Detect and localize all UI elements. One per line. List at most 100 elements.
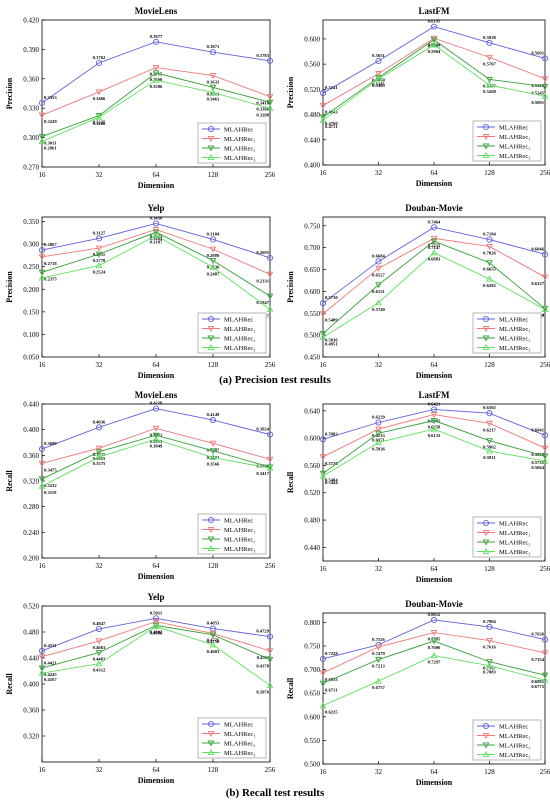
series-line-2	[322, 240, 546, 334]
y-tick-label: 0.650	[304, 690, 320, 698]
data-point	[430, 616, 438, 624]
data-point	[266, 104, 274, 111]
data-label: 0.3417	[256, 471, 269, 476]
data-point	[541, 305, 549, 312]
x-axis-label: Dimension	[416, 575, 453, 584]
data-point	[266, 271, 274, 278]
data-point	[486, 39, 493, 46]
data-point	[209, 246, 217, 253]
x-tick-label: 64	[431, 565, 439, 573]
data-label: 0.7479	[372, 651, 385, 656]
x-tick-label: 32	[375, 361, 383, 369]
legend-marker	[482, 750, 490, 758]
x-axis-label: Dimension	[416, 778, 453, 787]
y-tick-label: 0.400	[23, 426, 39, 434]
data-label: 0.2889	[207, 253, 220, 258]
chart-7: Douban-Movie 16 32 64 128 256 Dimension 0.500 0.…	[286, 599, 550, 787]
data-point	[209, 641, 217, 648]
data-point	[319, 680, 327, 687]
x-tick-label: 256	[265, 766, 276, 774]
data-point	[38, 460, 46, 467]
series-line-2	[322, 39, 546, 118]
chart-2: Yelp 16 32 64 128 256 Dimension 0.050 0.100 0.150…	[5, 203, 276, 380]
x-tick-label: 32	[96, 361, 104, 369]
data-point	[266, 431, 274, 438]
data-point	[486, 275, 493, 282]
data-label: 0.2695	[256, 250, 269, 255]
data-point	[95, 262, 103, 269]
data-label: 0.6327	[531, 281, 544, 286]
data-point	[319, 333, 327, 340]
data-label: 0.3783	[256, 53, 269, 58]
data-point	[38, 254, 46, 261]
data-label: 0.6365	[483, 405, 496, 410]
y-axis-label: Precision	[5, 271, 14, 303]
data-point	[375, 71, 382, 78]
data-label: 0.7354	[531, 657, 544, 662]
y-tick-label: 0.800	[304, 619, 320, 627]
legend-marker	[482, 343, 490, 351]
data-label: 0.2487	[207, 271, 220, 276]
data-label: 0.5365	[372, 83, 385, 88]
y-tick-label: 0.480	[304, 517, 320, 525]
data-label: 0.6684	[372, 253, 385, 258]
data-label: 0.6195	[428, 19, 441, 24]
y-tick-label: 0.300	[23, 134, 39, 142]
data-label: 0.6883	[428, 257, 441, 262]
data-point	[486, 420, 493, 427]
data-point	[486, 659, 493, 666]
data-label: 0.4167	[44, 677, 57, 682]
x-tick-label: 32	[375, 768, 383, 776]
data-point	[319, 311, 327, 318]
y-tick-label: 0.440	[23, 655, 39, 663]
data-label: 0.5936	[372, 446, 385, 451]
series-line-0	[41, 408, 271, 450]
data-point	[266, 656, 274, 663]
data-point	[266, 456, 274, 463]
series-line-0	[322, 226, 546, 304]
data-label: 0.6846	[531, 246, 544, 251]
y-tick-label: 0.300	[23, 241, 39, 249]
legend-label: MLAHRec	[499, 724, 528, 731]
data-label: 0.4378	[256, 663, 269, 668]
data-point	[209, 84, 217, 91]
legend-marker	[207, 125, 215, 133]
legend-label: MLAHRec	[224, 722, 253, 729]
x-axis-label: Dimension	[138, 181, 175, 190]
data-point	[375, 430, 382, 437]
data-label: 0.4021	[150, 432, 163, 437]
data-point	[375, 438, 382, 446]
data-label: 0.3976	[256, 690, 269, 695]
data-point	[541, 650, 549, 657]
data-point	[541, 453, 549, 460]
y-axis-label: Precision	[286, 76, 295, 108]
legend-marker	[207, 516, 215, 524]
series-line-1	[322, 632, 546, 674]
y-tick-label: 0.050	[23, 354, 39, 362]
precision-caption: (a) Precision test results	[219, 374, 331, 386]
data-point	[38, 99, 46, 107]
series-line-3	[41, 438, 271, 487]
y-tick-label: 0.240	[23, 529, 39, 537]
data-label: 0.7904	[483, 619, 496, 624]
data-point	[152, 405, 160, 412]
data-point	[541, 672, 549, 679]
data-point	[38, 654, 46, 661]
data-point	[541, 457, 549, 464]
x-tick-label: 32	[96, 766, 104, 774]
data-label: 0.5489	[325, 318, 338, 323]
data-point	[375, 265, 382, 272]
legend-marker	[207, 135, 215, 143]
data-point	[319, 116, 327, 123]
legend-label: MLAHRec₁	[499, 326, 531, 333]
data-label: 0.2375	[44, 276, 57, 281]
legend-label: MLAHRec₁	[499, 530, 531, 537]
data-point	[95, 59, 103, 66]
data-label: 0.4312	[93, 668, 106, 673]
data-label: 0.3538	[256, 463, 269, 468]
data-label: 0.7083	[483, 670, 496, 675]
data-point	[486, 54, 493, 61]
x-tick-label: 16	[39, 361, 47, 369]
chart-title: Yelp	[147, 592, 164, 602]
